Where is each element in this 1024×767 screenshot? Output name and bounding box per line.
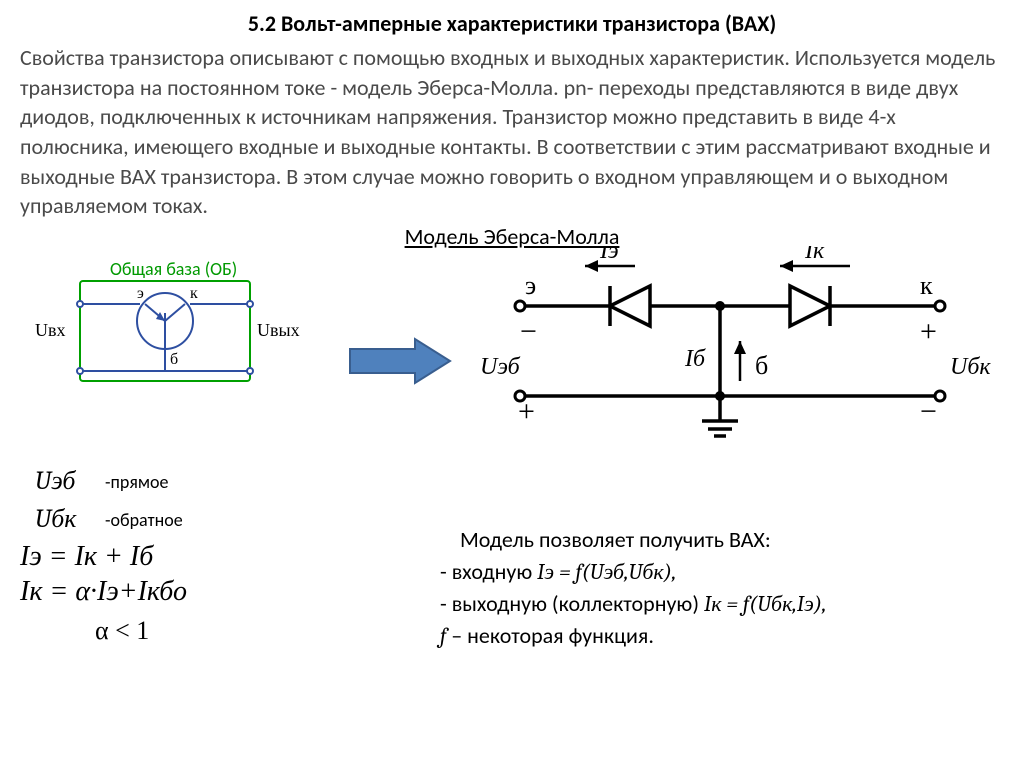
- minus-br: −: [920, 395, 937, 428]
- vax-input-line: - входную Iэ = f(Uэб,Uбк),: [440, 558, 676, 585]
- base-terminal: б: [755, 351, 768, 380]
- ueb-voltage: Uэб: [480, 354, 521, 380]
- ebers-moll-schematic: Iэ Iк Iб э к б − + + − Uэб Uбк: [480, 246, 1000, 456]
- f-description: – некоторая функция.: [446, 622, 654, 649]
- formulas-block: Uэб -прямое Uбк -обратное Iэ = Iк + Iб I…: [20, 466, 1004, 706]
- diagram-area: Общая база (ОБ) э к б Uвх Uвых: [20, 256, 1004, 466]
- collector-terminal: к: [920, 271, 933, 300]
- equation-alpha: Iк = α·Iэ+Iкбо: [20, 576, 187, 608]
- plus-bl: +: [518, 395, 535, 428]
- intro-paragraph: Свойства транзистора описывают с помощью…: [20, 43, 1004, 221]
- vax-output-line: - выходную (коллекторную) Iк = f(Uбк,Iэ)…: [440, 590, 827, 617]
- uout-label: Uвых: [257, 320, 300, 340]
- base-label: б: [170, 351, 178, 368]
- uin-label: Uвх: [35, 320, 66, 340]
- block-arrow-icon: [345, 331, 455, 391]
- vax-output-prefix: - выходную (коллекторную): [440, 590, 704, 617]
- section-title: 5.2 Вольт-амперные характеристики транзи…: [20, 10, 1004, 37]
- ueb-symbol: Uэб: [35, 466, 75, 496]
- equation-kirchhoff: Iэ = Iк + Iб: [20, 541, 153, 573]
- vax-input-prefix: - входную: [440, 558, 537, 585]
- minus-tl: −: [520, 315, 537, 348]
- vax-heading: Модель позволяет получить ВАХ:: [460, 526, 771, 553]
- alpha-constraint: α < 1: [95, 616, 149, 646]
- common-base-schematic: э к б Uвх Uвых: [25, 276, 315, 416]
- ubk-voltage: Uбк: [950, 354, 991, 380]
- emitter-label: э: [137, 285, 144, 302]
- ie-current-label: Iэ: [599, 246, 619, 264]
- vax-f-line: f – некоторая функция.: [440, 622, 654, 649]
- vax-output-formula: Iк = f(Uбк,Iэ),: [704, 591, 827, 617]
- collector-label: к: [190, 285, 198, 302]
- ik-current-label: Iк: [804, 246, 825, 264]
- ubk-note: -обратное: [105, 509, 183, 531]
- emitter-terminal: э: [525, 271, 536, 300]
- ubk-symbol: Uбк: [35, 504, 76, 534]
- ib-current-label: Iб: [684, 346, 706, 372]
- vax-input-formula: Iэ = f(Uэб,Uбк),: [537, 559, 676, 585]
- plus-tr: +: [920, 315, 937, 348]
- ueb-note: -прямое: [105, 471, 169, 493]
